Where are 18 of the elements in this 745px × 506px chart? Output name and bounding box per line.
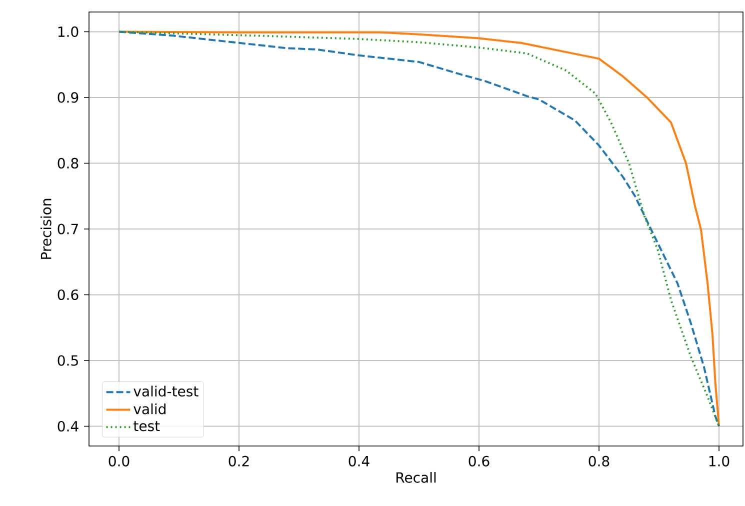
x-tick-label: 0.0 (108, 456, 130, 466)
y-axis-title: Precision (40, 198, 52, 259)
y-tick-label: 0.7 (58, 224, 78, 234)
legend-label: valid-test (134, 386, 198, 397)
y-tick-label: 0.5 (58, 355, 78, 366)
y-tick-label: 0.8 (58, 158, 78, 169)
x-tick-label: 1.0 (709, 456, 730, 466)
y-tick-label: 0.9 (58, 92, 78, 103)
x-tick-label: 0.8 (588, 456, 610, 466)
y-tick-label: 0.4 (58, 420, 78, 432)
y-tick-label: 0.6 (58, 289, 78, 300)
legend-label: test (134, 421, 160, 432)
x-tick-label: 0.6 (468, 456, 490, 466)
x-axis-title: Recall (396, 472, 436, 483)
legend-label: valid (134, 403, 166, 414)
x-tick-label: 0.4 (348, 456, 370, 466)
x-tick-label: 0.2 (228, 456, 249, 466)
y-tick-label: 1.0 (58, 26, 78, 38)
